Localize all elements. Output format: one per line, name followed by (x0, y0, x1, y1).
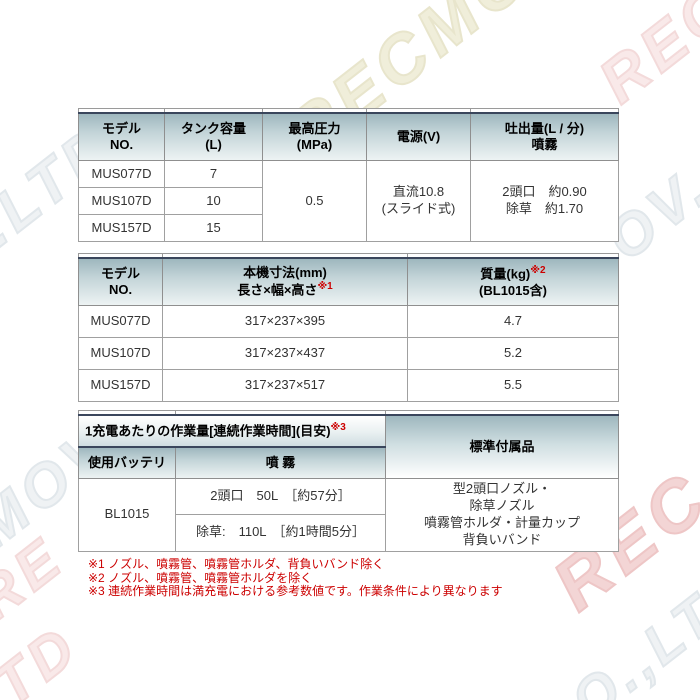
table-row: MUS157D 15 (78, 214, 619, 242)
header-spray: 噴 霧 (175, 446, 386, 479)
weight-label-line2: (BL1015含) (479, 282, 547, 298)
header-model-no: モデル NO. (78, 257, 163, 306)
work-per-charge-label: 1充電あたりの作業量[連続作業時間](目安) (85, 423, 331, 439)
header-max-pressure: 最高圧力 (MPa) (262, 112, 367, 161)
spacer-cell (407, 253, 619, 259)
footnote-line-2: ※2 ノズル、噴霧管、噴霧管ホルダを除く (88, 570, 313, 585)
header-work-per-charge: 1充電あたりの作業量[連続作業時間](目安)※3 (78, 414, 386, 448)
header-standard-accessories: 標準付属品 (385, 414, 619, 479)
spacer-row (78, 253, 619, 259)
table-row: MUS077D 7 0.5 直流10.8 (スライド式) 2頭口 約0.90 除… (78, 160, 619, 242)
header-power-source: 電源(V) (366, 112, 471, 161)
cell-battery: BL1015 (78, 478, 176, 552)
cell-spray-two-head: 2頭口 50L ［約57分］ (175, 477, 386, 516)
table-row: MUS157D 317×237×517 5.5 (78, 369, 619, 402)
spec-table-dimensions: モデル NO. 本機寸法(mm) 長さ×幅×高さ※1 質量(kg)※2 (BL1… (78, 253, 619, 402)
footnote-line-1: ※1 ノズル、噴霧管、噴霧管ホルダ、背負いバンド除く (88, 557, 385, 571)
cell-max-pressure: 0.5 (262, 160, 367, 242)
watermark-text: REC (586, 0, 700, 118)
spec-table-main: モデル NO. タンク容量 (L) 最高圧力 (MPa) 電源(V) 吐出量(L… (78, 108, 619, 242)
table-row: 除草: 110L ［約1時間5分］ (79, 514, 619, 552)
header-battery-used: 使用バッテリ (78, 446, 176, 479)
header-weight: 質量(kg)※2 (BL1015含) (407, 257, 619, 306)
header-row: 使用バッテリ 噴 霧 (78, 446, 619, 479)
cell-weight: 5.2 (407, 337, 619, 370)
header-row: 1充電あたりの作業量[連続作業時間](目安)※3 標準付属品 (78, 414, 619, 479)
header-model-no: モデル NO. (78, 112, 165, 161)
cell-model: MUS107D (78, 187, 165, 215)
cell-dimensions: 317×237×517 (162, 369, 408, 402)
cell-model: MUS077D (78, 305, 163, 338)
footnotes: ※1 ノズル、噴霧管、噴霧管ホルダ、背負いバンド除く ※2 ノズル、噴霧管、噴霧… (88, 557, 503, 599)
cell-tank-capacity: 10 (164, 187, 263, 215)
cell-tank-capacity: 15 (164, 214, 263, 242)
cell-dimensions: 317×237×395 (162, 305, 408, 338)
table-row: BL1015 2頭口 50L ［約57分］ 型2頭口ノズル・ 除草ノズル 噴霧管… (78, 477, 619, 552)
weight-label-line1: 質量(kg) (480, 266, 531, 282)
cell-model: MUS157D (78, 369, 163, 402)
spacer-cell (385, 410, 619, 416)
header-machine-dimensions: 本機寸法(mm) 長さ×幅×高さ※1 (162, 257, 408, 306)
dimensions-label-line1: 本機寸法(mm) (243, 265, 327, 281)
cell-model: MUS077D (78, 160, 165, 188)
spacer-row (78, 410, 619, 416)
header-row: モデル NO. タンク容量 (L) 最高圧力 (MPa) 電源(V) 吐出量(L… (78, 112, 619, 161)
table-row: MUS077D 317×237×395 4.7 (78, 305, 619, 338)
footnote-ref-2: ※2 (530, 265, 546, 277)
cell-dimensions: 317×237×437 (162, 337, 408, 370)
table-row: MUS107D 317×237×437 5.2 (78, 337, 619, 370)
cell-weight: 4.7 (407, 305, 619, 338)
cell-model: MUS107D (78, 337, 163, 370)
spacer-cell (470, 108, 619, 114)
cell-model: MUS157D (78, 214, 165, 242)
header-tank-capacity: タンク容量 (L) (164, 112, 263, 161)
spec-table-work-per-charge: 1充電あたりの作業量[連続作業時間](目安)※3 標準付属品 使用バッテリ 噴 … (78, 410, 619, 552)
dimensions-label-line2: 長さ×幅×高さ (237, 282, 318, 298)
cell-spray-weed: 除草: 110L ［約1時間5分］ (175, 514, 386, 552)
footnote-ref-3: ※3 (330, 422, 346, 434)
cell-discharge-rate: 2頭口 約0.90 除草 約1.70 (470, 160, 619, 242)
header-discharge-rate: 吐出量(L / 分) 噴霧 (470, 112, 619, 161)
cell-weight: 5.5 (407, 369, 619, 402)
cell-tank-capacity: 7 (164, 160, 263, 188)
cell-power-source: 直流10.8 (スライド式) (366, 160, 471, 242)
footnote-line-3: ※3 連続作業時間は満充電における参考数値です。作業条件により異なります (88, 584, 503, 598)
spacer-row (78, 108, 619, 114)
cell-accessories: 型2頭口ノズル・ 除草ノズル 噴霧管ホルダ・計量カップ 背負いバンド (385, 478, 619, 552)
header-row: モデル NO. 本機寸法(mm) 長さ×幅×高さ※1 質量(kg)※2 (BL1… (78, 257, 619, 306)
footnote-ref-1: ※1 (317, 281, 333, 293)
